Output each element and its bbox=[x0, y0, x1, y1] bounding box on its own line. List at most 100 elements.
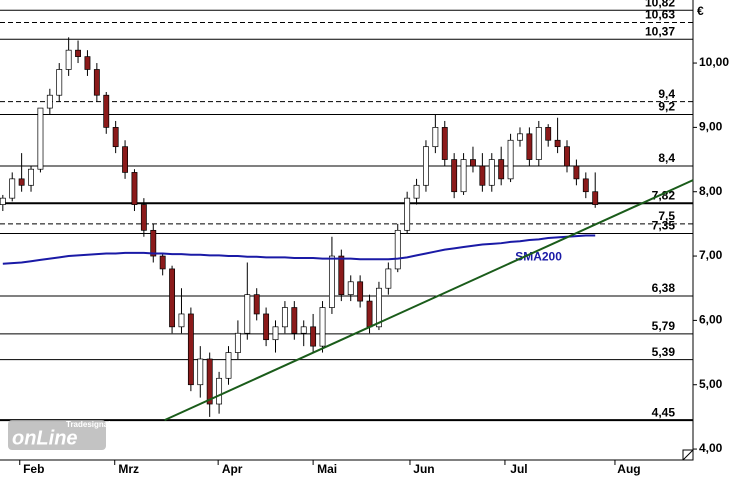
candle-body bbox=[140, 204, 147, 231]
y-tick-label: 8,00 bbox=[699, 184, 723, 198]
candle-body bbox=[178, 313, 185, 328]
candle-body bbox=[376, 287, 382, 328]
y-tick-label: 6,00 bbox=[699, 313, 723, 327]
candle-body bbox=[441, 127, 448, 160]
x-tick-label: Feb bbox=[23, 462, 44, 476]
candle-body bbox=[150, 229, 157, 257]
candle-body bbox=[28, 168, 34, 186]
candle-body bbox=[103, 94, 110, 128]
sma-label: SMA200 bbox=[515, 250, 562, 264]
candle-body bbox=[451, 159, 458, 193]
candle-body bbox=[159, 255, 166, 270]
candle-body bbox=[592, 191, 599, 205]
candle-body bbox=[507, 139, 514, 180]
candle-body bbox=[366, 300, 373, 328]
candle-body bbox=[582, 178, 589, 193]
candle-body bbox=[281, 307, 288, 328]
logo-name: onLine bbox=[12, 427, 78, 449]
candle-body bbox=[545, 127, 552, 141]
level-label: 7,82 bbox=[652, 188, 676, 202]
candle-body bbox=[573, 165, 580, 180]
level-label: 5,79 bbox=[652, 319, 676, 333]
sma-line bbox=[2, 234, 596, 265]
level-label: 9,4 bbox=[658, 87, 675, 101]
candle-body bbox=[253, 294, 260, 315]
candle-body bbox=[357, 281, 364, 302]
candle-body bbox=[291, 307, 298, 334]
candle-body bbox=[517, 133, 523, 141]
candle-body bbox=[169, 268, 176, 328]
candle-body bbox=[65, 49, 72, 70]
candle-body bbox=[197, 358, 204, 386]
candle-body bbox=[432, 127, 439, 148]
candle-body bbox=[56, 69, 63, 96]
candle-body bbox=[18, 178, 25, 186]
candle-body bbox=[216, 377, 223, 405]
level-label: 10,63 bbox=[645, 8, 675, 22]
candle-body bbox=[554, 139, 561, 148]
candle-body bbox=[328, 255, 335, 308]
candle-body bbox=[319, 307, 326, 347]
level-label: 7,5 bbox=[658, 209, 675, 223]
x-tick-label: Apr bbox=[222, 462, 243, 476]
candle-body bbox=[488, 159, 495, 186]
candle-body bbox=[310, 326, 317, 347]
candle-body bbox=[9, 178, 16, 199]
candle-body bbox=[234, 332, 241, 353]
candle-body bbox=[564, 146, 570, 167]
level-label: 10,37 bbox=[645, 24, 675, 38]
candle-body bbox=[225, 352, 232, 379]
candle-body bbox=[300, 326, 307, 334]
level-label: 4,45 bbox=[652, 405, 676, 419]
candle-body bbox=[272, 326, 279, 341]
x-tick-label: Jun bbox=[413, 462, 434, 476]
candle-body bbox=[131, 172, 138, 205]
candle-body bbox=[470, 159, 476, 167]
y-tick-label: 9,00 bbox=[699, 120, 723, 134]
corner-diagonal bbox=[682, 449, 694, 461]
level-label: 8,4 bbox=[658, 151, 675, 165]
candle-body bbox=[535, 127, 542, 160]
candle-body bbox=[394, 229, 401, 270]
candle-body bbox=[0, 197, 6, 205]
x-tick-label: Aug bbox=[617, 462, 640, 476]
candle-body bbox=[84, 56, 91, 70]
logo-box bbox=[8, 420, 106, 450]
x-tick-label: Mrz bbox=[118, 462, 139, 476]
candle-body bbox=[75, 49, 81, 57]
candle-body bbox=[526, 133, 533, 160]
candle-body bbox=[263, 313, 270, 341]
candle-body bbox=[498, 159, 505, 180]
y-tick-label: 4,00 bbox=[699, 441, 723, 455]
corner-box bbox=[682, 449, 694, 461]
candle-body bbox=[93, 69, 100, 96]
level-label: 6,38 bbox=[652, 281, 676, 295]
logo-brand: Tradesignal bbox=[66, 420, 110, 429]
candle-body bbox=[385, 268, 392, 289]
x-tick-label: Mai bbox=[317, 462, 337, 476]
candle-body bbox=[423, 146, 429, 186]
candle-body bbox=[404, 197, 411, 231]
candle-body bbox=[37, 107, 44, 170]
level-label: 7,35 bbox=[652, 219, 676, 233]
logo: Tradesignal onLine bbox=[8, 420, 110, 450]
y-tick-label: 10,00 bbox=[699, 55, 729, 69]
candle-body bbox=[460, 159, 467, 193]
candle-body bbox=[347, 281, 354, 296]
candle-body bbox=[122, 146, 128, 173]
trendline bbox=[164, 179, 694, 422]
level-label: 10,82 bbox=[645, 0, 675, 9]
x-tick-label: Jul bbox=[510, 462, 527, 476]
y-tick-label: 5,00 bbox=[699, 377, 723, 391]
candle-body bbox=[413, 184, 420, 199]
candle-body bbox=[479, 165, 486, 186]
candle-body bbox=[338, 255, 345, 296]
currency: € bbox=[697, 4, 704, 18]
level-label: 5,39 bbox=[652, 345, 676, 359]
candle-body bbox=[244, 294, 251, 334]
candle-body bbox=[187, 313, 194, 386]
candle-body bbox=[112, 127, 119, 148]
y-tick-label: 7,00 bbox=[699, 248, 723, 262]
